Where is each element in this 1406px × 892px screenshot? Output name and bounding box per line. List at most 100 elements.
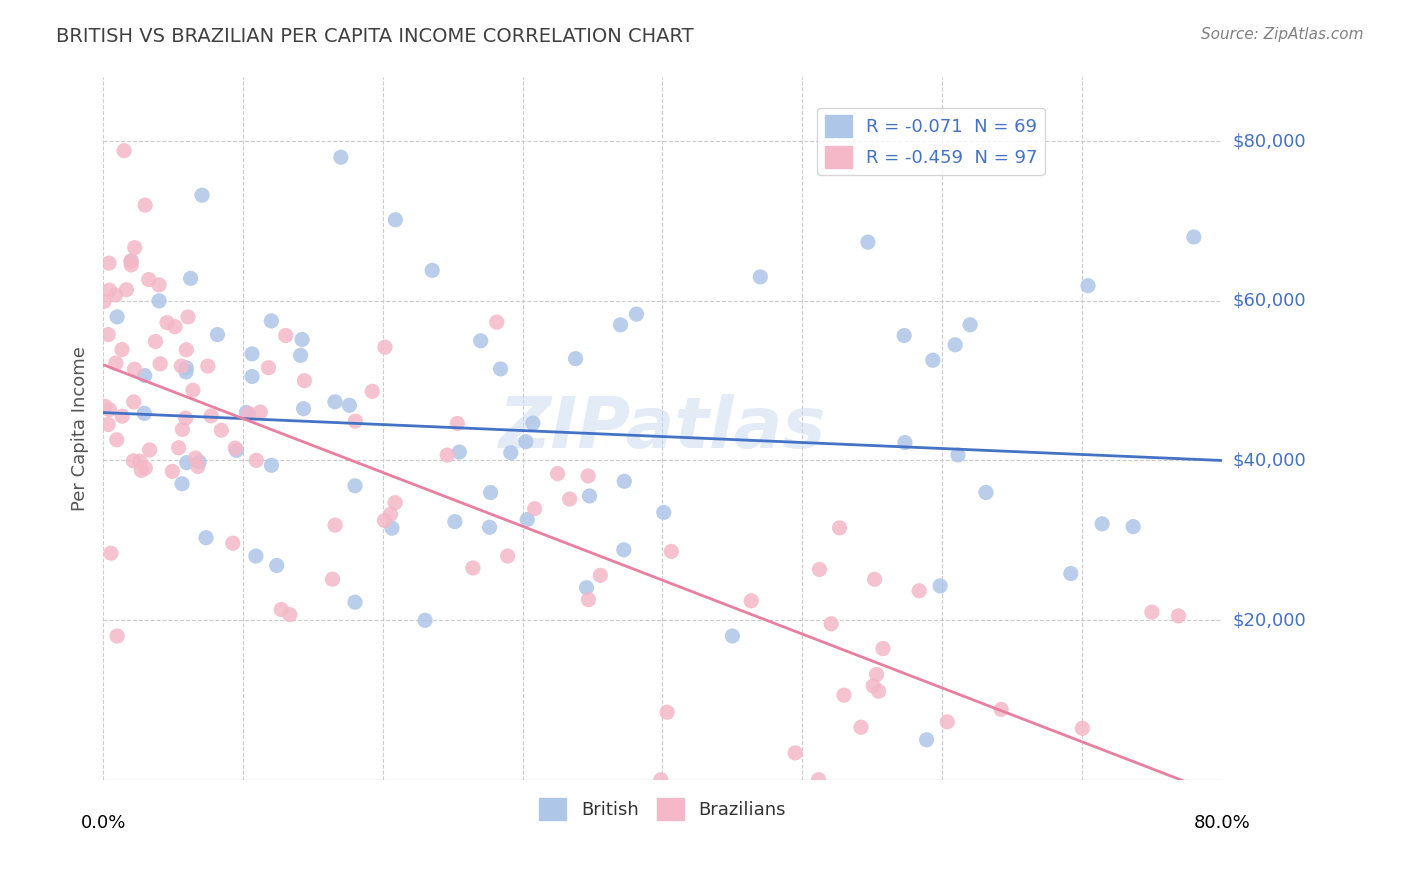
Brazilians: [224, 441, 246, 455]
Brazilians: [808, 562, 831, 576]
Brazilians: [128, 454, 150, 468]
Brazilians: [209, 423, 232, 437]
Brazilians: [990, 702, 1012, 716]
British: [522, 416, 544, 430]
British: [191, 188, 214, 202]
British: [170, 476, 193, 491]
Brazilians: [134, 198, 156, 212]
Brazilians: [547, 467, 569, 481]
British: [564, 351, 586, 366]
Brazilians: [274, 328, 297, 343]
British: [413, 613, 436, 627]
British: [266, 558, 288, 573]
Brazilians: [93, 294, 115, 309]
Text: ZIPatlas: ZIPatlas: [499, 394, 827, 463]
Brazilians: [111, 343, 134, 357]
Brazilians: [650, 772, 672, 787]
British: [959, 318, 981, 332]
British: [260, 458, 283, 473]
British: [240, 347, 263, 361]
Brazilians: [184, 451, 207, 466]
British: [260, 314, 283, 328]
Brazilians: [294, 374, 316, 388]
British: [240, 369, 263, 384]
British: [449, 445, 471, 459]
Brazilians: [659, 544, 682, 558]
Legend: British, Brazilians: British, Brazilians: [531, 790, 793, 827]
British: [921, 353, 943, 368]
British: [893, 328, 915, 343]
Brazilians: [187, 459, 209, 474]
Brazilians: [380, 508, 402, 522]
British: [652, 506, 675, 520]
Brazilians: [257, 360, 280, 375]
Brazilians: [863, 572, 886, 586]
British: [499, 446, 522, 460]
Brazilians: [278, 607, 301, 622]
British: [188, 455, 211, 469]
Text: 80.0%: 80.0%: [1194, 814, 1250, 832]
British: [575, 581, 598, 595]
Brazilians: [124, 362, 146, 376]
Brazilians: [174, 411, 197, 425]
Brazilians: [461, 561, 484, 575]
Brazilians: [112, 144, 135, 158]
British: [626, 307, 648, 321]
British: [195, 531, 218, 545]
Brazilians: [122, 395, 145, 409]
Text: Source: ZipAtlas.com: Source: ZipAtlas.com: [1201, 27, 1364, 42]
British: [420, 263, 443, 277]
Brazilians: [1167, 608, 1189, 623]
Brazilians: [865, 667, 887, 681]
Brazilians: [122, 454, 145, 468]
Brazilians: [100, 546, 122, 560]
Brazilians: [373, 514, 395, 528]
British: [323, 394, 346, 409]
Brazilians: [238, 407, 260, 421]
British: [343, 595, 366, 609]
Brazilians: [104, 356, 127, 370]
British: [225, 443, 247, 458]
British: [343, 479, 366, 493]
British: [856, 235, 879, 249]
Brazilians: [576, 592, 599, 607]
Brazilians: [177, 310, 200, 324]
British: [613, 542, 636, 557]
British: [174, 365, 197, 379]
Brazilians: [936, 714, 959, 729]
Text: $40,000: $40,000: [1233, 451, 1306, 469]
Brazilians: [868, 684, 890, 698]
Brazilians: [104, 288, 127, 302]
British: [148, 293, 170, 308]
British: [1182, 230, 1205, 244]
Text: 0.0%: 0.0%: [80, 814, 125, 832]
Brazilians: [828, 521, 851, 535]
Text: $80,000: $80,000: [1233, 132, 1306, 150]
British: [470, 334, 492, 348]
British: [245, 549, 267, 563]
Brazilians: [374, 340, 396, 354]
Brazilians: [172, 422, 194, 436]
Brazilians: [98, 283, 121, 297]
Brazilians: [105, 433, 128, 447]
Brazilians: [156, 316, 179, 330]
British: [444, 515, 467, 529]
British: [292, 401, 315, 416]
Brazilians: [1071, 721, 1094, 735]
Brazilians: [145, 334, 167, 349]
Brazilians: [222, 536, 245, 550]
British: [134, 406, 156, 420]
Brazilians: [436, 448, 458, 462]
British: [974, 485, 997, 500]
British: [489, 362, 512, 376]
Brazilians: [167, 441, 190, 455]
Brazilians: [94, 399, 117, 413]
Brazilians: [589, 568, 612, 582]
Brazilians: [120, 258, 142, 272]
Brazilians: [270, 602, 292, 616]
British: [174, 360, 197, 375]
Brazilians: [138, 442, 160, 457]
British: [384, 212, 406, 227]
Brazilians: [908, 583, 931, 598]
British: [291, 333, 314, 347]
